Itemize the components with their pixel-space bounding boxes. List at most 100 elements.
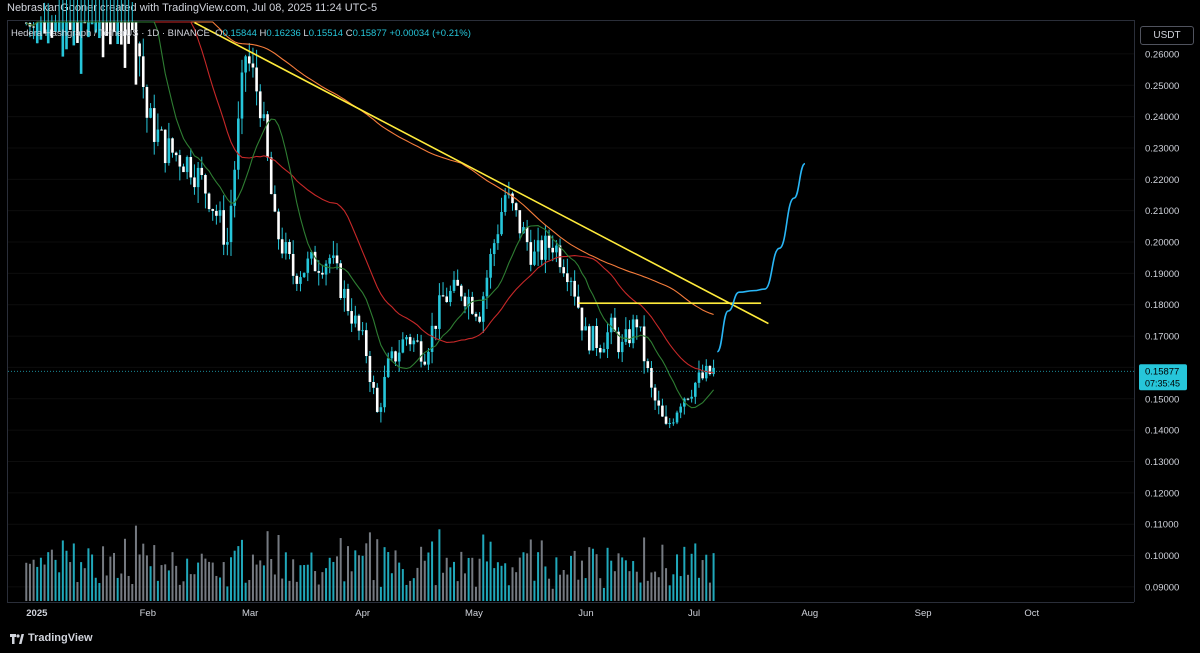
candle-body bbox=[419, 341, 423, 362]
volume-bar bbox=[438, 529, 441, 601]
volume-bar bbox=[167, 570, 170, 601]
y-tick-labels: 0.26000 0.25000 0.24000 0.23000 0.22000 0.210… bbox=[1145, 49, 1179, 593]
candle-body bbox=[609, 317, 613, 333]
volume-bar bbox=[511, 567, 514, 601]
candle-body bbox=[284, 242, 288, 254]
x-tick-label: Mar bbox=[242, 608, 258, 619]
volume-bar bbox=[325, 568, 328, 601]
y-tick-label: 0.25000 bbox=[1145, 81, 1179, 92]
candle-body bbox=[229, 205, 233, 243]
candle-body bbox=[533, 251, 536, 265]
volume-bar bbox=[471, 557, 474, 601]
volume-bar bbox=[474, 586, 477, 601]
candle-body bbox=[72, 22, 76, 46]
candle-body bbox=[423, 361, 427, 365]
volume-bar bbox=[434, 585, 437, 601]
volume-bar bbox=[372, 580, 375, 601]
volume-bar bbox=[116, 577, 119, 601]
volume-bar bbox=[80, 562, 83, 601]
current-price-label: 0.15877 bbox=[1145, 366, 1179, 377]
time-axis[interactable] bbox=[7, 602, 1134, 624]
candle-body bbox=[109, 22, 112, 45]
volume-bar bbox=[595, 554, 598, 601]
volume-bar bbox=[127, 575, 130, 601]
volume-bar bbox=[423, 560, 426, 601]
volume-bar bbox=[683, 546, 686, 601]
volume-bar bbox=[131, 584, 134, 601]
volume-bar bbox=[537, 552, 540, 601]
candle-body bbox=[46, 22, 50, 44]
high-value: 0.16236 bbox=[266, 28, 301, 39]
candle-body bbox=[438, 295, 441, 329]
volume-bar bbox=[178, 584, 181, 601]
volume-bar bbox=[357, 555, 360, 601]
price-axis[interactable] bbox=[1134, 20, 1200, 602]
candle-body bbox=[525, 227, 529, 243]
volume-bar bbox=[639, 582, 642, 601]
volume-bar bbox=[584, 578, 587, 601]
volume-bar bbox=[368, 532, 371, 601]
volume-bar bbox=[665, 568, 668, 601]
candle-body bbox=[639, 326, 642, 328]
candle-body bbox=[244, 56, 247, 73]
volume-bar bbox=[489, 541, 492, 601]
candle-body bbox=[313, 251, 317, 272]
y-tick-label: 0.09000 bbox=[1145, 582, 1179, 593]
candle-body bbox=[368, 356, 372, 382]
candle-body bbox=[35, 22, 39, 44]
candle-body bbox=[427, 351, 430, 365]
currency-unit-button[interactable]: USDT bbox=[1140, 26, 1194, 45]
volume-bar bbox=[566, 574, 569, 601]
candle-body bbox=[116, 22, 119, 45]
volume-bar bbox=[646, 580, 649, 601]
y-tick-label: 0.13000 bbox=[1145, 457, 1179, 468]
candle-body bbox=[83, 22, 87, 24]
volume-bar bbox=[72, 543, 75, 601]
volume-bar bbox=[562, 570, 565, 601]
ohlc-legend[interactable]: Hedera Hashgraph / TetherUS · 1D · BINAN… bbox=[11, 28, 471, 39]
candle-body bbox=[178, 155, 182, 167]
candle-body bbox=[496, 234, 500, 244]
change-value: +0.00034 (+0.21%) bbox=[389, 28, 471, 39]
volume-bar bbox=[493, 568, 496, 601]
candle-body bbox=[620, 341, 624, 353]
candle-body bbox=[518, 210, 522, 234]
y-tick-label: 0.22000 bbox=[1145, 175, 1179, 186]
candle-body bbox=[595, 326, 598, 349]
candle-body bbox=[416, 340, 419, 342]
volume-bar bbox=[138, 554, 141, 601]
candle-body bbox=[405, 337, 408, 340]
candle-body bbox=[295, 275, 299, 284]
volume-bar bbox=[515, 572, 518, 601]
candle-body bbox=[354, 315, 357, 324]
volume-bar bbox=[573, 550, 576, 601]
volume-bar bbox=[591, 548, 594, 601]
candle-body bbox=[383, 376, 386, 408]
volume-bar bbox=[32, 559, 35, 601]
volume-bar bbox=[120, 573, 123, 601]
candle-body bbox=[386, 358, 390, 377]
volume-bar bbox=[314, 571, 317, 601]
volume-bar bbox=[164, 564, 167, 601]
y-tick-label: 0.12000 bbox=[1145, 488, 1179, 499]
y-tick-label: 0.23000 bbox=[1145, 143, 1179, 154]
footer-bar bbox=[0, 624, 1200, 653]
volume-bar bbox=[215, 575, 218, 601]
candle-body bbox=[701, 372, 704, 379]
candle-body bbox=[90, 22, 94, 25]
volume-bar bbox=[156, 580, 159, 601]
candle-body bbox=[397, 352, 401, 362]
candle-body bbox=[445, 296, 449, 303]
candle-body bbox=[163, 129, 167, 164]
candle-body bbox=[211, 209, 215, 211]
candle-body bbox=[635, 319, 639, 328]
plot-area[interactable] bbox=[7, 20, 1134, 602]
volume-bar bbox=[496, 562, 499, 601]
candle-body bbox=[474, 313, 478, 317]
candle-body bbox=[661, 405, 664, 417]
open-value: 0.15844 bbox=[222, 28, 257, 39]
candle-body bbox=[280, 239, 284, 254]
candle-body bbox=[98, 22, 101, 39]
tradingview-brand: TradingView bbox=[28, 632, 93, 644]
